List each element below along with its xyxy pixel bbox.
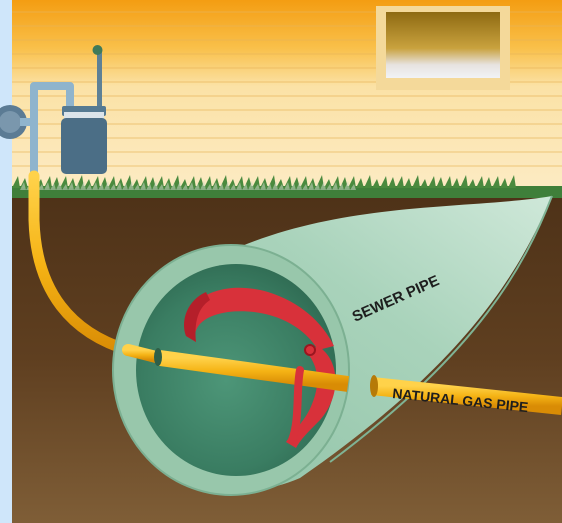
sky-strip <box>0 0 12 523</box>
gas-meter <box>0 45 107 180</box>
cutter-pivot <box>304 344 316 356</box>
grass <box>12 175 562 198</box>
gas-service-line <box>28 170 141 358</box>
cutter-tool <box>184 287 336 448</box>
gas-pipe-crossbore <box>122 344 562 444</box>
house-window <box>376 6 510 90</box>
